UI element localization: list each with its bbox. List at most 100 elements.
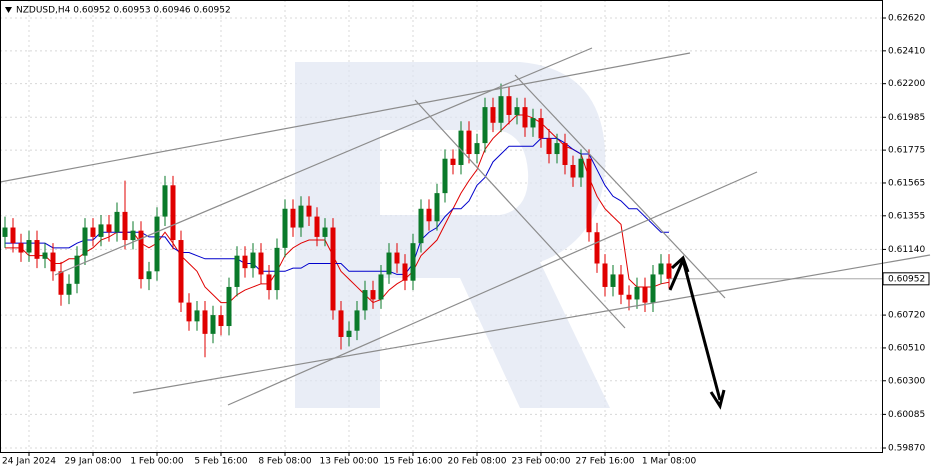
symbol-icon xyxy=(5,7,12,13)
candle-body xyxy=(186,302,192,322)
x-tick-label: 13 Feb 00:00 xyxy=(319,457,378,467)
candle-body xyxy=(434,193,440,222)
candle-body xyxy=(26,240,32,253)
candle-body xyxy=(546,138,552,155)
candle-body xyxy=(234,255,240,287)
candle-body xyxy=(426,208,432,222)
candle-body xyxy=(394,252,400,264)
y-tick-label: 0.60510 xyxy=(888,343,925,353)
y-tick-label: 0.61140 xyxy=(888,245,925,255)
candle-body xyxy=(378,274,384,300)
candle-body xyxy=(490,107,496,123)
candle-body xyxy=(170,185,176,241)
x-tick-label: 1 Mar 08:00 xyxy=(642,457,697,467)
trend-lines xyxy=(0,47,931,406)
candle-body xyxy=(202,310,208,334)
x-tick-label: 15 Feb 16:00 xyxy=(383,457,442,467)
candle-body xyxy=(74,255,80,284)
y-tick-label: 0.60300 xyxy=(888,376,925,386)
candle-body xyxy=(618,274,624,295)
candle-body xyxy=(562,143,568,165)
candle-body xyxy=(250,252,256,269)
candle-body xyxy=(82,227,88,256)
trend-line xyxy=(0,52,691,183)
candle-body xyxy=(10,227,16,244)
candle-body xyxy=(442,158,448,194)
candle-body xyxy=(362,290,368,311)
trend-line xyxy=(54,47,593,276)
y-tick-label: 0.61355 xyxy=(888,211,925,221)
plot xyxy=(2,83,882,358)
y-tick-label: 0.60720 xyxy=(888,311,925,321)
candle-body xyxy=(90,227,96,237)
candle-body xyxy=(34,240,40,259)
candle-body xyxy=(266,274,272,291)
x-tick-label: 1 Feb 00:00 xyxy=(130,457,184,467)
chart-title: NZDUSD,H4 0.60952 0.60953 0.60946 0.6095… xyxy=(16,6,231,16)
candle-body xyxy=(498,96,504,123)
candle-body xyxy=(666,263,672,279)
candle-body xyxy=(626,294,632,300)
candle-body xyxy=(218,315,224,327)
arrow-head xyxy=(709,389,726,410)
candle-body xyxy=(258,252,264,275)
trend-line xyxy=(414,99,626,329)
candle-body xyxy=(290,208,296,228)
x-tick-label: 5 Feb 16:00 xyxy=(194,457,248,467)
candle-body xyxy=(474,143,480,155)
candle-body xyxy=(66,283,72,295)
candle-body xyxy=(354,310,360,331)
candle-body xyxy=(314,216,320,237)
candle-body xyxy=(346,330,352,337)
candle-body xyxy=(642,286,648,303)
trend-line xyxy=(132,254,931,394)
axes: 0.62620 0.62410 0.62200 0.61985 0.61775 0.615… xyxy=(2,14,930,467)
candle-body xyxy=(274,247,280,291)
candle-body xyxy=(522,107,528,128)
candle-body xyxy=(50,252,56,272)
watermark-logo xyxy=(295,62,610,408)
trend-line xyxy=(514,74,726,299)
candle-body xyxy=(178,240,184,303)
candle-body xyxy=(194,310,200,322)
candle-body xyxy=(98,224,104,237)
candle-body xyxy=(530,118,536,128)
candle-body xyxy=(410,243,416,281)
arrow-head xyxy=(670,255,690,273)
candle-body xyxy=(402,263,408,281)
y-tick-label: 0.61985 xyxy=(888,113,925,123)
candle-body xyxy=(114,211,120,233)
y-tick-label: 0.59870 xyxy=(888,444,925,454)
candle-body xyxy=(2,227,8,237)
candle-body xyxy=(210,315,216,334)
candle-body xyxy=(658,263,664,275)
x-tick-label: 20 Feb 08:00 xyxy=(447,457,506,467)
candle-body xyxy=(634,286,640,300)
candle-body xyxy=(610,274,616,287)
trend-line xyxy=(227,171,758,406)
candle-body xyxy=(282,208,288,248)
x-tick-label: 27 Feb 16:00 xyxy=(575,457,634,467)
candle-body xyxy=(586,158,592,233)
candle-body xyxy=(226,286,232,327)
candle-body xyxy=(322,227,328,237)
candle-body xyxy=(466,130,472,155)
candle-body xyxy=(18,243,24,253)
candle-body xyxy=(122,211,128,241)
candle-body xyxy=(330,227,336,311)
y-tick-label: 0.62620 xyxy=(888,14,925,24)
candle-body xyxy=(298,205,304,228)
candle-body xyxy=(338,310,344,337)
candle-body xyxy=(418,208,424,244)
candle-body xyxy=(370,290,376,300)
current-price-label: 0.60952 xyxy=(888,274,925,284)
candle-body xyxy=(242,255,248,269)
candle-body xyxy=(42,252,48,259)
y-tick-label: 0.61565 xyxy=(888,178,925,188)
forecast-arrow xyxy=(668,255,726,410)
candle-body xyxy=(162,185,168,217)
x-tick-label: 29 Jan 08:00 xyxy=(65,457,122,467)
candle-body xyxy=(146,271,152,280)
current-price-box xyxy=(882,272,930,286)
